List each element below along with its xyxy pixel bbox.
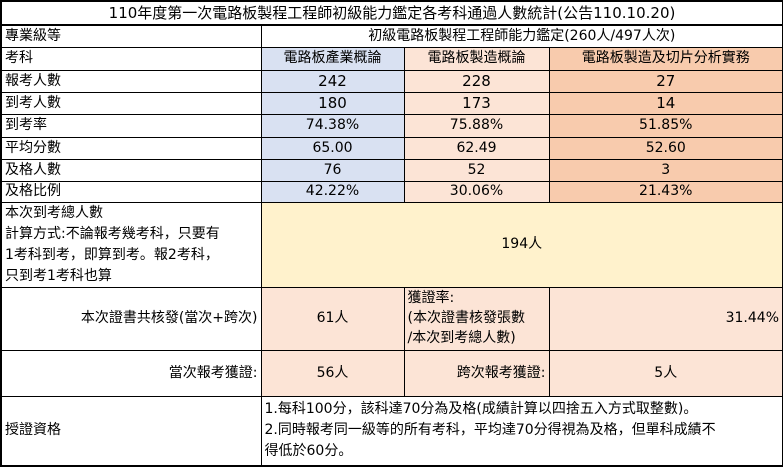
cell: 52.60 <box>548 136 783 160</box>
cell: 75.88% <box>403 113 550 138</box>
table-row: 平均分數 65.00 62.49 52.60 <box>0 136 783 160</box>
cell: 42.22% <box>260 180 405 203</box>
cell: 30.06% <box>403 180 550 203</box>
certificates-value: 61人 <box>260 286 405 351</box>
cell: 228 <box>403 69 550 93</box>
cell: 51.85% <box>548 113 783 138</box>
cell: 242 <box>260 69 405 93</box>
qualification-line: 2.同時報考同一級等的所有考科，平均達70分得視為及格，但單科成績不 <box>264 422 716 439</box>
total-attendees-label: 本次到考總人數 計算方式:不論報考幾考科，只要有 1考科到考，即算到考。報2考科… <box>0 201 262 288</box>
row-label: 及格人數 <box>0 158 262 182</box>
cell: 21.43% <box>548 180 783 203</box>
label-line: (本次證書核發張數 <box>407 309 525 326</box>
subject-label: 考科 <box>0 46 262 71</box>
cell: 62.49 <box>403 136 550 160</box>
cell: 14 <box>548 91 783 115</box>
label-line: 1考科到考，即算到考。報2考科， <box>5 246 219 263</box>
cell: 52 <box>403 158 550 182</box>
current-session-label: 當次報考獲證: <box>0 349 262 397</box>
row-label: 到考率 <box>0 113 262 138</box>
table-title: 110年度第一次電路板製程工程師初級能力鑑定各考科通過人數統計(公告110.10… <box>0 0 783 26</box>
cross-session-value: 5人 <box>548 349 783 397</box>
certificates-label: 本次證書共核發(當次+跨次) <box>0 286 262 351</box>
cell: 173 <box>403 91 550 115</box>
row-label: 到考人數 <box>0 91 262 115</box>
label-line: 只到考1考科也算 <box>5 267 112 284</box>
qualification-label: 授證資格 <box>0 395 262 467</box>
certificate-rate-value: 31.44% <box>548 286 783 351</box>
cell: 76 <box>260 158 405 182</box>
cell: 74.38% <box>260 113 405 138</box>
label-line: 獲證率: <box>407 289 455 306</box>
current-session-value: 56人 <box>260 349 405 397</box>
subject-header: 電路板製造及切片分析實務 <box>548 46 783 71</box>
total-attendees-value: 194人 <box>260 201 783 288</box>
level-value: 初級電路板製程工程師能力鑑定(260人/497人次) <box>260 24 783 48</box>
table-row: 報考人數 242 228 27 <box>0 69 783 93</box>
subject-header: 電路板產業概論 <box>260 46 405 71</box>
cell: 3 <box>548 158 783 182</box>
cell: 180 <box>260 91 405 115</box>
label-line: /本次到考總人數) <box>407 329 516 346</box>
row-label: 及格比例 <box>0 180 262 203</box>
qualification-line: 1.每科100分，該科達70分為及格(成績計算以四捨五入方式取整數)。 <box>264 401 698 418</box>
cross-session-label: 跨次報考獲證: <box>403 349 550 397</box>
label-line: 計算方式:不論報考幾考科，只要有 <box>5 225 220 242</box>
table-row: 及格人數 76 52 3 <box>0 158 783 182</box>
cell: 27 <box>548 69 783 93</box>
level-label: 專業級等 <box>0 24 262 48</box>
cell: 65.00 <box>260 136 405 160</box>
table-row: 到考率 74.38% 75.88% 51.85% <box>0 113 783 138</box>
label-line: 本次到考總人數 <box>5 204 103 221</box>
qualification-text: 1.每科100分，該科達70分為及格(成績計算以四捨五入方式取整數)。 2.同時… <box>260 395 783 467</box>
table-row: 到考人數 180 173 14 <box>0 91 783 115</box>
qualification-line: 得低於60分。 <box>264 443 353 460</box>
certificate-rate-label: 獲證率: (本次證書核發張數 /本次到考總人數) <box>403 286 550 351</box>
subject-header: 電路板製造概論 <box>403 46 550 71</box>
row-label: 報考人數 <box>0 69 262 93</box>
row-label: 平均分數 <box>0 136 262 160</box>
table-row: 及格比例 42.22% 30.06% 21.43% <box>0 180 783 203</box>
